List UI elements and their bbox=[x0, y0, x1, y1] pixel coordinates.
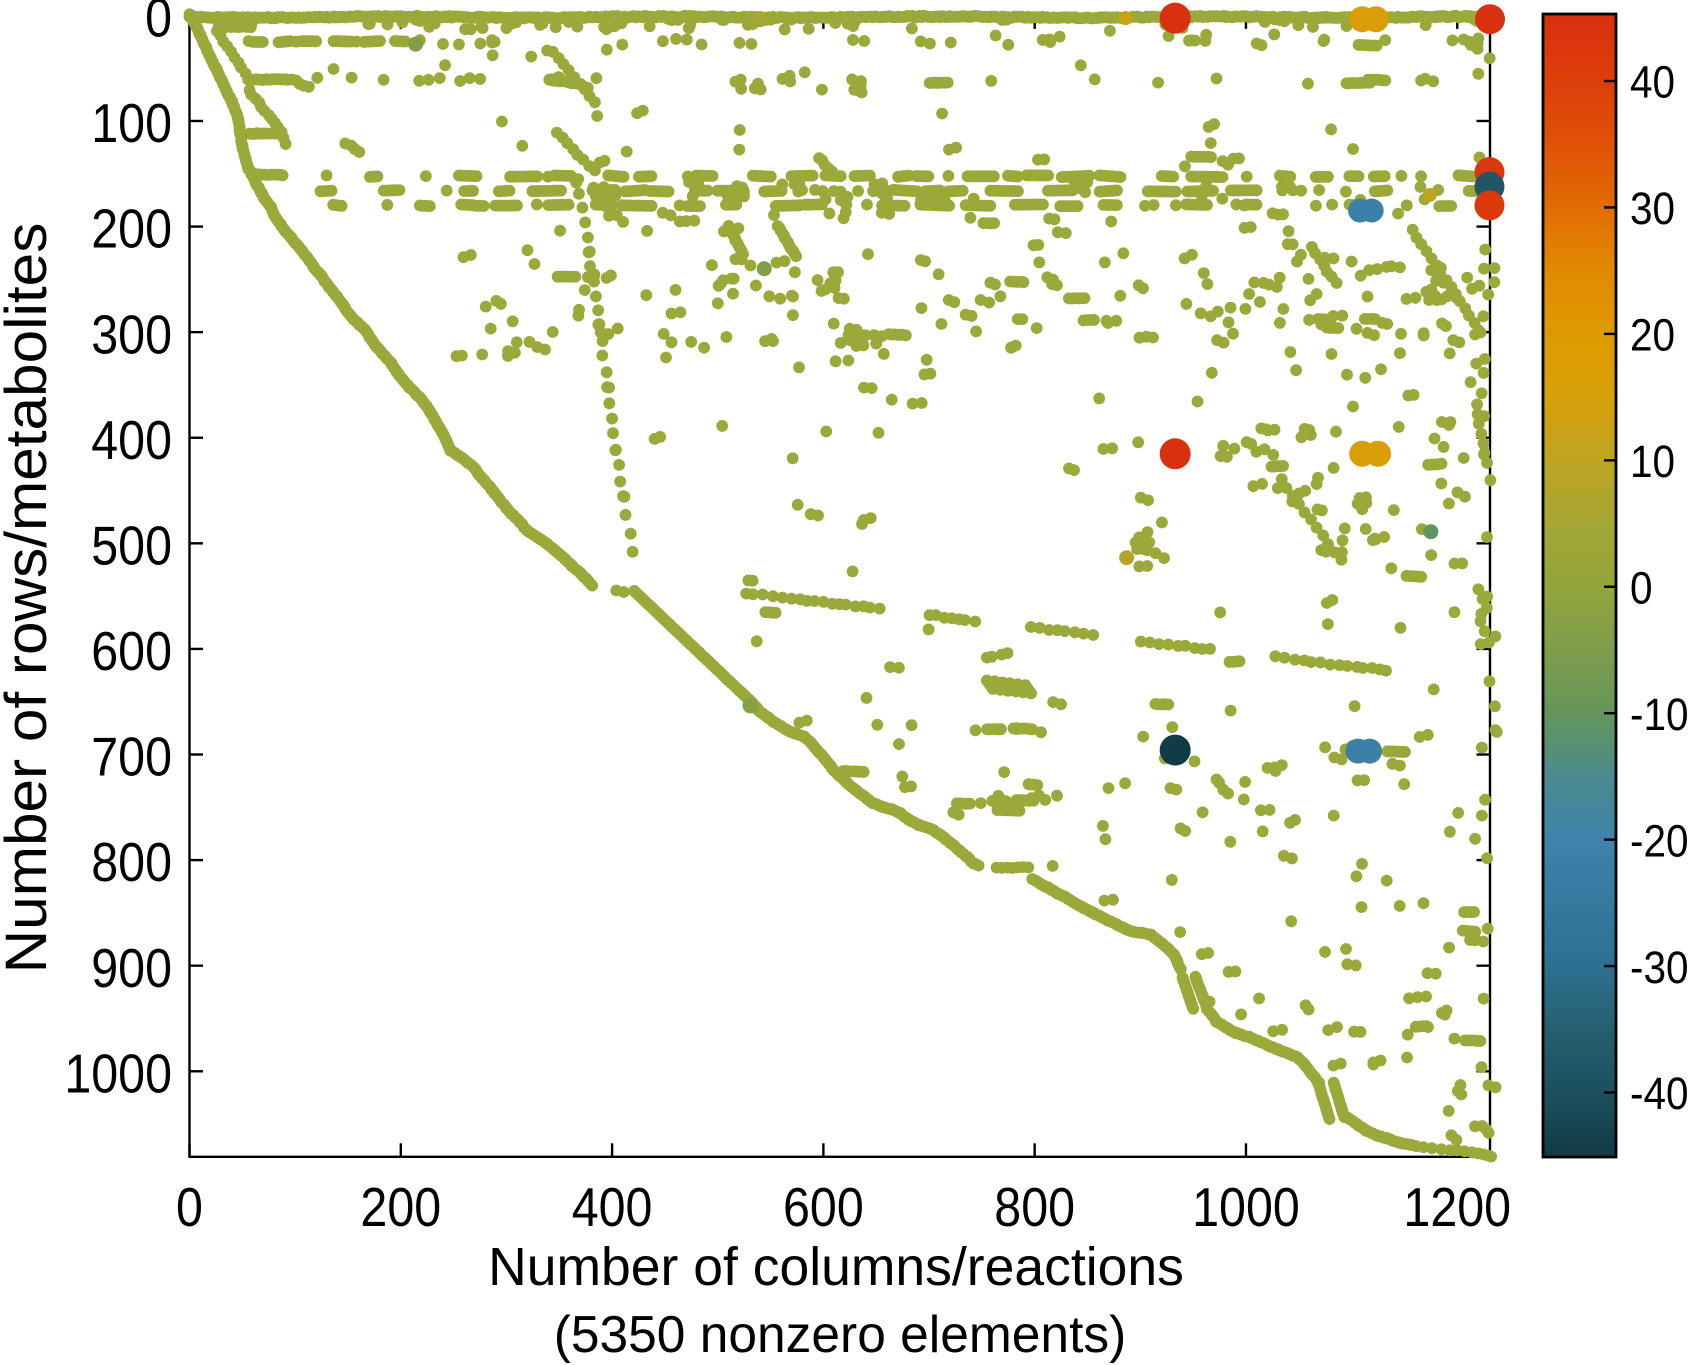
colorbar-tick-labels: 40 30 20 10 0 -10 -20 -30 -40 bbox=[1630, 58, 1689, 1120]
tick-label: 600 bbox=[783, 1176, 864, 1238]
x-axis-label: Number of columns/reactions bbox=[488, 1238, 1184, 1297]
tick-label: 300 bbox=[91, 303, 172, 365]
colorbar-gradient bbox=[1543, 13, 1616, 1158]
tick-label: 500 bbox=[91, 515, 172, 577]
tick-label: 800 bbox=[91, 831, 172, 893]
x-axis-sublabel: (5350 nonzero elements) bbox=[554, 1305, 1127, 1363]
tick-label: 10 bbox=[1630, 437, 1675, 487]
tick-label: 40 bbox=[1630, 58, 1675, 108]
tick-label: 30 bbox=[1630, 184, 1675, 234]
scatter-points bbox=[183, 8, 1503, 1163]
tick-label: 700 bbox=[91, 726, 172, 788]
tick-label: 200 bbox=[360, 1176, 441, 1238]
tick-label: 100 bbox=[91, 92, 172, 154]
tick-label: 200 bbox=[91, 198, 172, 260]
tick-label: -10 bbox=[1630, 690, 1689, 740]
scatter-special-points bbox=[408, 2, 1505, 766]
y-axis-label: Number of rows/metabolites bbox=[0, 223, 59, 974]
tick-label: 1200 bbox=[1403, 1176, 1511, 1238]
tick-label: 800 bbox=[994, 1176, 1075, 1238]
tick-label: 0 bbox=[1630, 564, 1653, 614]
tick-label: 400 bbox=[572, 1176, 653, 1238]
tick-label: 0 bbox=[176, 1176, 203, 1238]
tick-label: 600 bbox=[91, 620, 172, 682]
tick-label: 400 bbox=[91, 409, 172, 471]
tick-label: 900 bbox=[91, 937, 172, 999]
tick-label: -40 bbox=[1630, 1069, 1689, 1119]
tick-label: -20 bbox=[1630, 816, 1689, 866]
tick-label: 1000 bbox=[64, 1042, 172, 1104]
tick-labels: 0 200 400 600 800 1000 1200 0 100 200 300 400 500 600… bbox=[64, 0, 1511, 1238]
colorbar-frame bbox=[1541, 12, 1618, 1159]
tick-label: 20 bbox=[1630, 311, 1675, 361]
tick-label: 1000 bbox=[1192, 1176, 1300, 1238]
tick-label: 0 bbox=[145, 0, 172, 48]
tick-label: -30 bbox=[1630, 943, 1689, 993]
